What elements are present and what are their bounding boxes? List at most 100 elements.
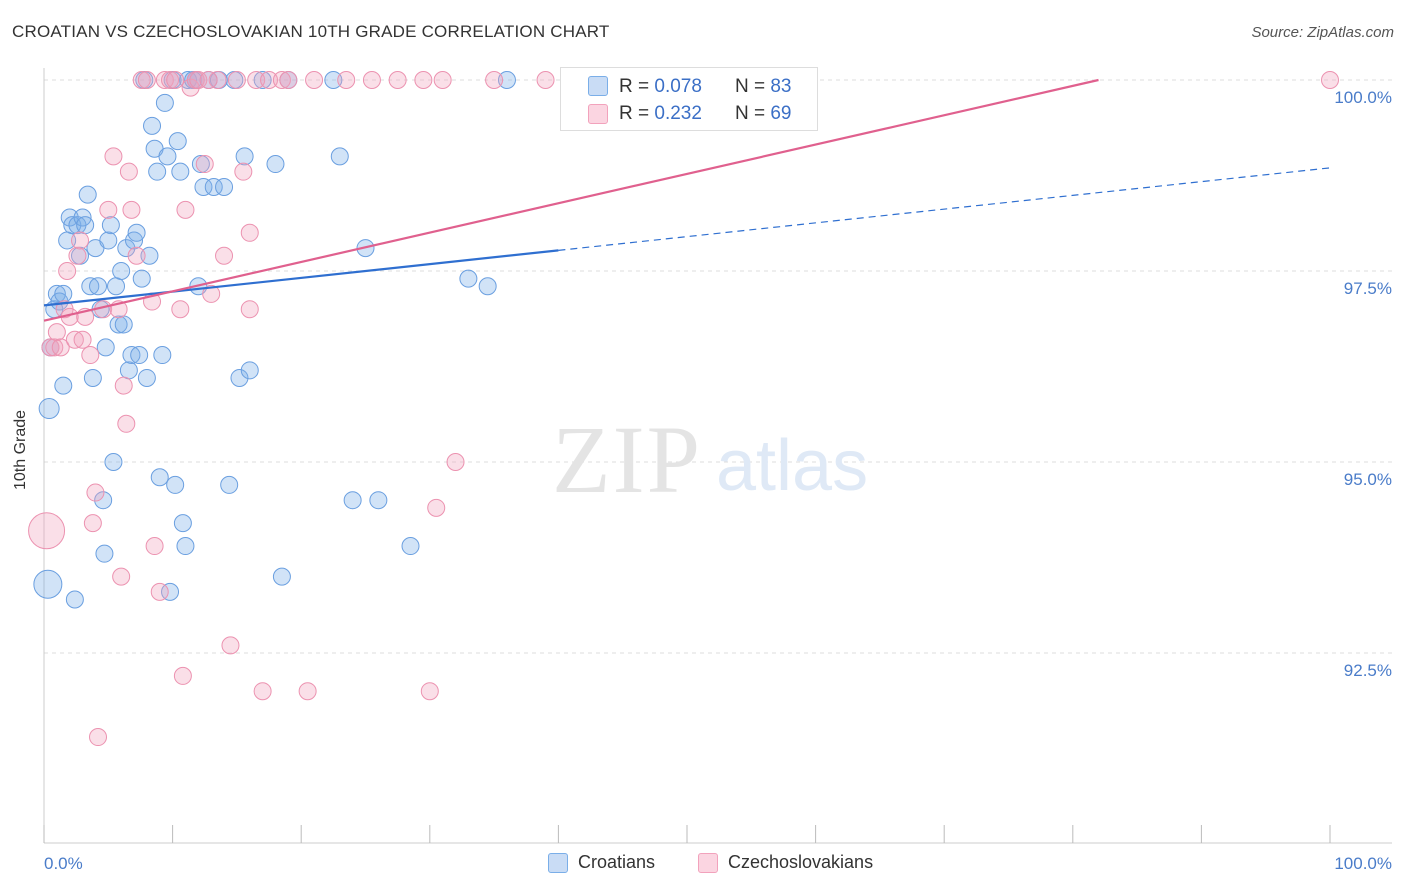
point-czechoslovakians <box>81 346 100 365</box>
point-croatians <box>54 284 73 303</box>
point-czechoslovakians <box>485 71 504 89</box>
point-czechoslovakians <box>189 71 208 89</box>
point-croatians <box>89 277 108 296</box>
data-points <box>28 71 1339 747</box>
point-czechoslovakians <box>119 162 138 181</box>
point-croatians <box>266 155 285 174</box>
point-croatians <box>220 475 239 494</box>
watermark-atlas: atlas <box>716 426 868 506</box>
point-croatians <box>173 514 192 533</box>
point-croatians <box>168 132 187 151</box>
point-croatians <box>96 338 115 357</box>
point-czechoslovakians <box>195 155 214 174</box>
point-croatians <box>63 216 82 235</box>
bottom-swatch-croatians <box>548 852 568 873</box>
point-czechoslovakians <box>446 453 465 471</box>
watermark-zip: ZIP <box>552 406 702 513</box>
point-czechoslovakians <box>414 71 433 89</box>
point-croatians <box>94 491 113 510</box>
legend-n-label: N = <box>734 76 766 97</box>
point-czechoslovakians <box>51 338 70 357</box>
point-czechoslovakians <box>173 666 192 685</box>
point-croatians <box>343 491 362 510</box>
point-croatians <box>114 315 133 334</box>
axes <box>43 68 1392 844</box>
point-czechoslovakians <box>114 376 133 395</box>
point-croatians <box>153 346 172 365</box>
chart-title: CROATIAN VS CZECHOSLOVAKIAN 10TH GRADE C… <box>12 22 610 41</box>
bottom-legend-czechoslovakians: Czechoslovakians <box>698 852 873 873</box>
point-czechoslovakians <box>337 71 356 89</box>
x-tick-label: 100.0% <box>1334 854 1392 873</box>
point-czechoslovakians <box>240 223 259 242</box>
point-czechoslovakians <box>536 71 555 89</box>
point-croatians <box>230 368 249 387</box>
point-croatians <box>143 116 162 135</box>
point-croatians <box>109 315 128 334</box>
point-czechoslovakians <box>28 512 66 550</box>
tick-labels: 100.0% 97.5% 95.0% 92.5% 0.0% 100.0% <box>44 88 1392 873</box>
point-czechoslovakians <box>65 330 84 349</box>
point-czechoslovakians <box>47 323 66 342</box>
legend-r-value-croatians: 0.078 <box>654 76 702 97</box>
y-tick-label: 95.0% <box>1344 470 1392 489</box>
y-tick-label: 97.5% <box>1344 279 1392 298</box>
point-czechoslovakians <box>171 300 190 319</box>
point-croatians <box>95 544 114 563</box>
bottom-legend-label-croatians: Croatians <box>578 852 656 872</box>
point-croatians <box>119 361 138 380</box>
point-czechoslovakians <box>83 514 102 533</box>
trend-line-croatians-extension <box>558 167 1331 251</box>
point-czechoslovakians <box>305 71 324 89</box>
point-czechoslovakians <box>45 338 64 357</box>
bottom-swatch-czechoslovakians <box>698 852 718 873</box>
legend-r-label: R = <box>619 103 650 124</box>
point-croatians <box>83 368 102 387</box>
legend-n-value-czechoslovakians: 69 <box>770 103 792 124</box>
point-czechoslovakians <box>221 636 240 655</box>
point-croatians <box>240 361 259 380</box>
point-czechoslovakians <box>388 71 407 89</box>
point-czechoslovakians <box>1321 71 1339 89</box>
point-croatians <box>272 567 291 586</box>
point-croatians <box>76 216 95 235</box>
source-label: Source: ZipAtlas.com <box>1251 24 1394 41</box>
point-croatians <box>161 582 180 601</box>
point-croatians <box>78 185 97 204</box>
point-czechoslovakians <box>227 71 246 89</box>
point-croatians <box>166 475 185 494</box>
point-croatians <box>112 262 131 280</box>
point-czechoslovakians <box>132 71 151 89</box>
point-czechoslovakians <box>199 71 218 89</box>
x-tick-label: 0.0% <box>44 854 83 873</box>
point-croatians <box>148 162 167 181</box>
point-czechoslovakians <box>150 582 169 601</box>
trend-lines <box>43 78 1331 322</box>
point-czechoslovakians <box>71 231 90 250</box>
point-croatians <box>54 376 73 395</box>
point-czechoslovakians <box>420 682 439 701</box>
legend-r-label: R = <box>619 76 650 97</box>
point-czechoslovakians <box>73 330 92 349</box>
point-croatians <box>122 346 141 365</box>
point-croatians <box>191 155 210 174</box>
legend-swatch-czechoslovakians <box>588 104 608 124</box>
point-czechoslovakians <box>112 567 131 586</box>
point-czechoslovakians <box>272 71 291 89</box>
point-croatians <box>204 177 223 196</box>
point-czechoslovakians <box>260 71 279 89</box>
point-czechoslovakians <box>176 200 195 219</box>
y-tick-label: 92.5% <box>1344 661 1392 680</box>
point-croatians <box>137 368 156 387</box>
point-croatians <box>81 277 100 296</box>
point-czechoslovakians <box>215 246 234 265</box>
point-czechoslovakians <box>427 498 446 517</box>
point-croatians <box>117 239 136 258</box>
point-czechoslovakians <box>86 483 105 502</box>
legend-row-croatians: R = 0.078 N = 83 <box>619 75 791 99</box>
point-czechoslovakians <box>166 71 185 89</box>
point-czechoslovakians <box>68 246 87 265</box>
point-croatians <box>104 453 123 471</box>
point-croatians <box>127 223 146 242</box>
point-czechoslovakians <box>362 71 381 89</box>
